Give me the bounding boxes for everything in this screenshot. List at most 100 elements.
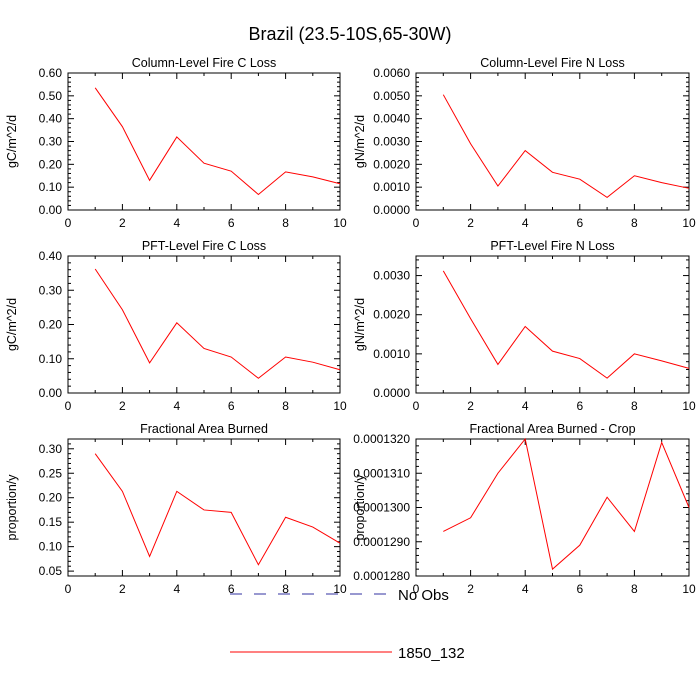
y-tick-label: 0.05 xyxy=(39,564,63,578)
x-tick-label: 4 xyxy=(522,399,529,413)
x-tick-label: 0 xyxy=(65,216,72,230)
y-tick-label: 0.10 xyxy=(39,540,63,554)
x-tick-label: 2 xyxy=(119,399,126,413)
series-line-1850-132 xyxy=(443,437,690,571)
figure-title: Brazil (23.5-10S,65-30W) xyxy=(248,24,451,44)
x-tick-label: 0 xyxy=(413,216,420,230)
x-tick-label: 8 xyxy=(282,582,289,596)
x-tick-label: 4 xyxy=(173,399,180,413)
y-axis-label: gC/m^2/d xyxy=(5,115,19,168)
x-tick-label: 8 xyxy=(631,399,638,413)
y-axis-label: gC/m^2/d xyxy=(5,298,19,351)
x-tick-label: 8 xyxy=(631,582,638,596)
x-tick-label: 10 xyxy=(333,582,347,596)
x-tick-label: 8 xyxy=(282,216,289,230)
x-tick-label: 10 xyxy=(682,399,696,413)
y-tick-label: 0.0010 xyxy=(373,180,410,194)
legend: No Obs 1850_132 xyxy=(230,587,465,662)
panel-column-level-fire-c-loss: Column-Level Fire C Loss gC/m^2/d 0 2 4 6 8 10 0… xyxy=(5,56,347,230)
y-axis-label: gN/m^2/d xyxy=(353,298,367,351)
y-tick-label: 0.0030 xyxy=(373,269,410,283)
y-tick-label: 0.0040 xyxy=(373,112,410,126)
x-tick-label: 6 xyxy=(228,399,235,413)
series-line-1850-132 xyxy=(442,94,690,199)
panel-fractional-area-burned-crop: Fractional Area Burned - Crop proportion/… xyxy=(353,422,696,596)
x-tick-label: 10 xyxy=(333,216,347,230)
x-tick-label: 8 xyxy=(631,216,638,230)
y-tick-label: 0.0030 xyxy=(373,135,410,149)
panel-title: Column-Level Fire N Loss xyxy=(480,56,625,70)
series-line-1850-132 xyxy=(94,453,341,566)
x-tick-label: 6 xyxy=(576,399,583,413)
y-tick-label: 0.30 xyxy=(39,442,63,456)
y-tick-label: 0.0050 xyxy=(373,89,410,103)
x-tick-label: 6 xyxy=(228,216,235,230)
panel-title: Fractional Area Burned - Crop xyxy=(469,422,635,436)
x-tick-label: 10 xyxy=(333,399,347,413)
y-tick-label: 0.0010 xyxy=(373,347,410,361)
panel-title: Fractional Area Burned xyxy=(140,422,268,436)
y-tick-label: 0.0001320 xyxy=(353,432,410,446)
y-tick-label: 0.0060 xyxy=(373,66,410,80)
y-tick-label: 0.0001300 xyxy=(353,501,410,515)
legend-label-1850-132: 1850_132 xyxy=(398,645,465,662)
x-tick-label: 6 xyxy=(576,216,583,230)
y-tick-label: 0.40 xyxy=(39,249,63,263)
x-tick-label: 2 xyxy=(119,582,126,596)
y-tick-label: 0.0001280 xyxy=(353,569,410,583)
y-tick-label: 0.30 xyxy=(39,283,63,297)
y-axis-label: gN/m^2/d xyxy=(353,115,367,168)
x-tick-label: 4 xyxy=(522,582,529,596)
panel-title: PFT-Level Fire C Loss xyxy=(142,239,266,253)
y-tick-label: 0.30 xyxy=(39,135,63,149)
x-tick-label: 2 xyxy=(467,399,474,413)
x-tick-label: 4 xyxy=(173,216,180,230)
series-line-1850-132 xyxy=(94,268,341,379)
x-tick-label: 0 xyxy=(65,399,72,413)
x-tick-label: 0 xyxy=(413,399,420,413)
x-tick-label: 2 xyxy=(119,216,126,230)
y-tick-label: 0.10 xyxy=(39,180,63,194)
x-tick-label: 10 xyxy=(682,582,696,596)
y-tick-label: 0.15 xyxy=(39,515,63,529)
y-tick-label: 0.20 xyxy=(39,318,63,332)
panels: Column-Level Fire C Loss gC/m^2/d 0 2 4 6 8 10 0… xyxy=(5,56,696,596)
y-tick-label: 0.0000 xyxy=(373,203,410,217)
panel-pft-level-fire-n-loss: PFT-Level Fire N Loss gN/m^2/d 0 2 4 6 8 10 0.00… xyxy=(353,239,696,413)
legend-label-no-obs: No Obs xyxy=(398,587,449,604)
panel-title: Column-Level Fire C Loss xyxy=(132,56,277,70)
y-tick-label: 0.0020 xyxy=(373,157,410,171)
y-axis-label: proportion/y xyxy=(353,474,367,541)
x-tick-label: 4 xyxy=(173,582,180,596)
y-tick-label: 0.00 xyxy=(39,386,63,400)
y-tick-label: 0.10 xyxy=(39,352,63,366)
y-tick-label: 0.60 xyxy=(39,66,63,80)
panel-title: PFT-Level Fire N Loss xyxy=(490,239,614,253)
x-tick-label: 4 xyxy=(522,216,529,230)
x-tick-label: 8 xyxy=(282,399,289,413)
x-tick-label: 2 xyxy=(467,582,474,596)
y-tick-label: 0.50 xyxy=(39,89,63,103)
y-tick-label: 0.20 xyxy=(39,157,63,171)
y-tick-label: 0.0000 xyxy=(373,386,410,400)
x-tick-label: 0 xyxy=(65,582,72,596)
x-tick-label: 2 xyxy=(467,216,474,230)
y-tick-label: 0.0020 xyxy=(373,308,410,322)
x-tick-label: 0 xyxy=(413,582,420,596)
series-line-1850-132 xyxy=(442,270,690,379)
y-tick-label: 0.20 xyxy=(39,491,63,505)
y-tick-label: 0.25 xyxy=(39,466,63,480)
y-axis-label: proportion/y xyxy=(5,474,19,541)
x-tick-label: 6 xyxy=(576,582,583,596)
y-tick-label: 0.0001310 xyxy=(353,466,410,480)
y-tick-label: 0.0001290 xyxy=(353,535,410,549)
y-tick-label: 0.40 xyxy=(39,112,63,126)
panel-fractional-area-burned: Fractional Area Burned proportion/y 0 2 4 6 8 1… xyxy=(5,422,347,596)
panel-pft-level-fire-c-loss: PFT-Level Fire C Loss gC/m^2/d 0 2 4 6 8 10 0.00… xyxy=(5,239,347,413)
y-tick-label: 0.00 xyxy=(39,203,63,217)
x-tick-label: 6 xyxy=(228,582,235,596)
series-line-1850-132 xyxy=(94,87,341,196)
x-tick-label: 10 xyxy=(682,216,696,230)
